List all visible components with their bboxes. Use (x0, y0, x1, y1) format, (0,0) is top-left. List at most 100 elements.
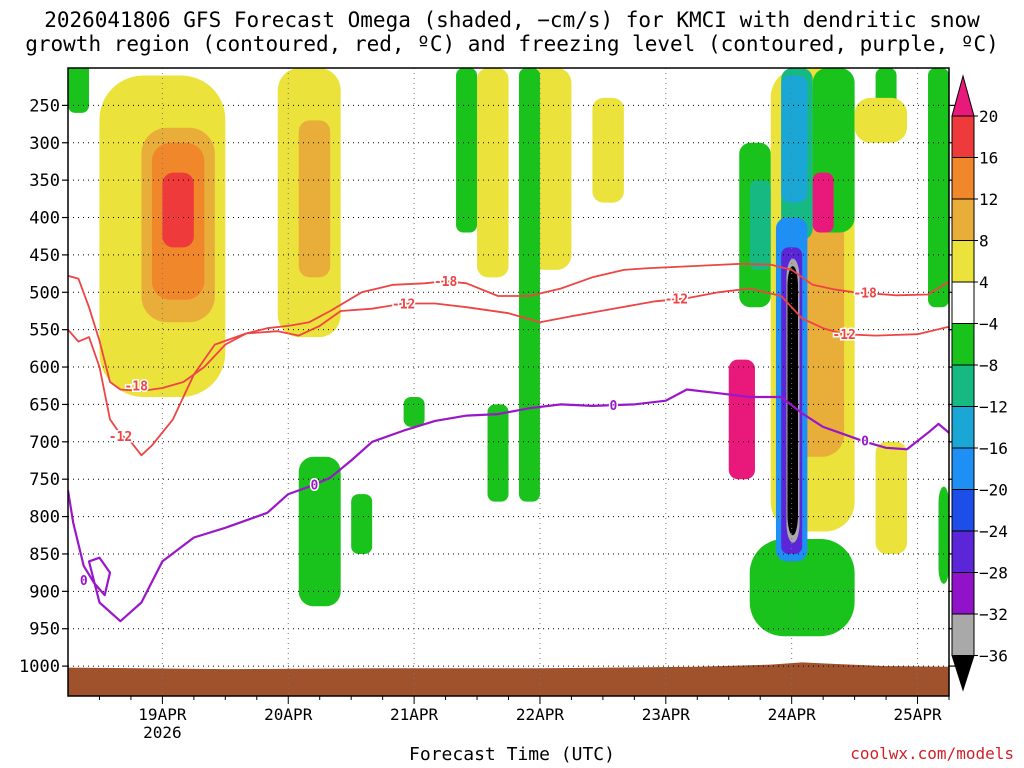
omega-blob-30 (928, 68, 949, 308)
contour-label-dgz_minus12-0: -12 (109, 430, 132, 445)
y-tick-label-950: 950 (29, 620, 60, 640)
colorbar-label-20: 20 (979, 107, 998, 126)
contour-label-dgz_minus12-1: -12 (392, 298, 415, 313)
colorbar-seg-5 (951, 323, 975, 366)
omega-blob-8 (456, 68, 478, 233)
omega-blob-23 (728, 359, 755, 480)
x-tick-label-23APR: 23APR (642, 705, 691, 724)
y-tick-label-900: 900 (29, 582, 60, 602)
omega-blob-9 (518, 68, 540, 502)
colorbar-seg-8 (951, 447, 975, 490)
grid (68, 68, 949, 696)
colorbar-bottom-arrow (951, 655, 975, 692)
omega-blob-3 (162, 172, 194, 248)
colorbar-seg-3 (951, 240, 975, 283)
omega-blob-7 (477, 68, 509, 278)
colorbar-label--24: −24 (979, 522, 1008, 541)
contour-label-freezing_0-0: 0 (80, 574, 88, 589)
colorbar-top-arrow (951, 74, 975, 117)
omega-blob-15 (68, 68, 89, 113)
contour-dgz_minus12 (68, 287, 949, 457)
y-tick-label-450: 450 (29, 246, 60, 266)
x-tick-label-21APR: 21APR (390, 705, 439, 724)
credit-link[interactable]: coolwx.com/models (850, 744, 1014, 763)
omega-blob-12 (351, 494, 373, 554)
contour-label-dgz_minus18-2: -18 (853, 286, 877, 301)
omega-blob-10 (592, 97, 624, 203)
colorbar-label--4: −4 (979, 315, 998, 334)
colorbar-label-8: 8 (979, 232, 989, 251)
colorbar-seg-10 (951, 530, 975, 573)
x-tick-label-19APR: 19APR (138, 705, 187, 724)
contour-label-freezing_0-2: 0 (609, 399, 617, 414)
y-tick-label-800: 800 (29, 508, 60, 528)
omega-blob-32 (854, 97, 908, 143)
contour-label-dgz_minus12-2: -12 (665, 292, 688, 307)
x-tick-label-24APR: 24APR (768, 705, 817, 724)
colorbar-label--32: −32 (979, 605, 1008, 624)
contour-freezing_0 (68, 388, 949, 623)
x-tick-label-22APR: 22APR (516, 705, 565, 724)
omega-blob-29 (787, 266, 798, 536)
colorbar-seg-6 (951, 364, 975, 407)
chart-title: 2026041806 GFS Forecast Omega (shaded, −… (0, 8, 1024, 56)
y-tick-label-850: 850 (29, 545, 60, 565)
colorbar-seg-9 (951, 489, 975, 532)
contours: -18 -18 -18 -12 -12 -12 -12 0 0 0 0 (68, 263, 949, 623)
colorbar-label-12: 12 (979, 190, 998, 209)
omega-blob-13 (487, 404, 509, 502)
contour-label-freezing_0-1: 0 (311, 478, 319, 493)
colorbar-seg-2 (951, 198, 975, 241)
omega-blob-19 (749, 180, 771, 270)
colorbar-label--12: −12 (979, 398, 1008, 417)
colorbar-seg-11 (951, 572, 975, 615)
colorbar-seg-1 (951, 157, 975, 200)
contour-label-dgz_minus18-1: -18 (434, 275, 458, 290)
y-axis: 250 300 350 400 450 500 550 600 650 700 750 800 850 9… (19, 96, 955, 677)
y-tick-label-600: 600 (29, 358, 60, 378)
y-tick-label-700: 700 (29, 433, 60, 453)
title-line-1: 2026041806 GFS Forecast Omega (shaded, −… (44, 8, 980, 32)
terrain-fill (68, 662, 949, 696)
x-tick-label-25APR: 25APR (893, 705, 942, 724)
omega-blob-22 (781, 75, 808, 203)
colorbar-label--28: −28 (979, 564, 1008, 583)
omega-blob-34 (938, 486, 949, 584)
y-tick-label-350: 350 (29, 171, 60, 191)
omega-blob-5 (298, 120, 331, 278)
y-tick-label-650: 650 (29, 395, 60, 415)
colorbar-seg-4 (951, 281, 975, 324)
terrain (68, 662, 949, 696)
colorbar-label-16: 16 (979, 149, 998, 168)
colorbar-label--8: −8 (979, 356, 998, 375)
contour-label-dgz_minus12-3: -12 (832, 328, 855, 343)
contour-label-dgz_minus18-0: -18 (124, 380, 148, 395)
colorbar-label--36: −36 (979, 647, 1008, 666)
omega-blob-24 (812, 172, 834, 233)
colorbar-seg-12 (951, 613, 975, 656)
colorbar-label--16: −16 (979, 439, 1008, 458)
y-tick-label-550: 550 (29, 321, 60, 341)
y-tick-label-1000: 1000 (19, 657, 60, 677)
omega-blob-33 (875, 441, 908, 554)
y-tick-label-300: 300 (29, 134, 60, 154)
omega-blob-14 (403, 396, 425, 427)
contour-dgz_minus18 (68, 263, 949, 392)
y-tick-label-400: 400 (29, 209, 60, 229)
colorbar-seg-0 (951, 115, 975, 158)
colorbar-label--20: −20 (979, 481, 1008, 500)
omega-blob-11 (298, 456, 341, 607)
y-tick-label-250: 250 (29, 96, 60, 116)
contour-label-freezing_0-3: 0 (861, 434, 869, 449)
y-tick-label-750: 750 (29, 470, 60, 490)
colorbar-label-4: 4 (979, 273, 989, 292)
title-line-2: growth region (contoured, red, ºC) and f… (25, 32, 999, 56)
x-tick-sublabel-19APR: 2026 (143, 723, 182, 742)
colorbar-seg-7 (951, 406, 975, 449)
omega-blob-25 (749, 539, 855, 637)
colorbar: 20 16 12 8 4 −4 −8 −12 −16 −20 −24 −28 −32 −36 (951, 74, 1008, 692)
x-tick-label-20APR: 20APR (264, 705, 313, 724)
x-axis-title: Forecast Time (UTC) (409, 744, 615, 765)
